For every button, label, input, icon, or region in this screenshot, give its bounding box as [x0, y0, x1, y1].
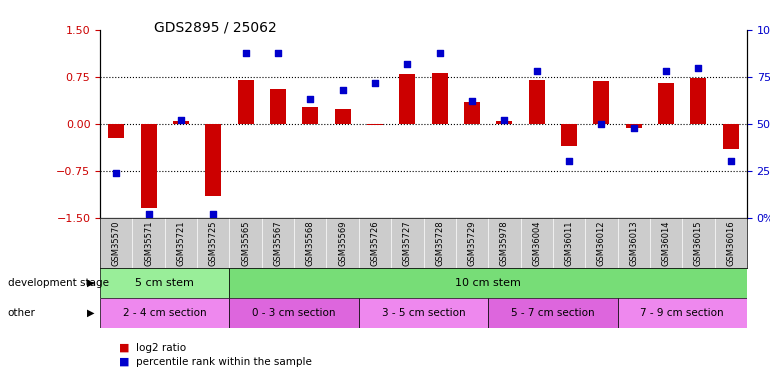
Text: GSM36004: GSM36004 — [532, 220, 541, 266]
Bar — [488, 298, 618, 328]
Point — [595, 121, 608, 127]
Bar — [270, 89, 286, 124]
Text: 7 - 9 cm section: 7 - 9 cm section — [641, 308, 724, 318]
Text: 2 - 4 cm section: 2 - 4 cm section — [123, 308, 206, 318]
Text: percentile rank within the sample: percentile rank within the sample — [136, 357, 312, 367]
Text: GSM35726: GSM35726 — [370, 220, 380, 266]
Bar — [229, 298, 359, 328]
Bar — [561, 124, 577, 146]
Bar — [399, 74, 416, 124]
Text: 0 - 3 cm section: 0 - 3 cm section — [253, 308, 336, 318]
Point — [369, 80, 381, 86]
Point — [466, 98, 478, 104]
Text: GSM35570: GSM35570 — [112, 220, 121, 266]
Bar — [593, 81, 609, 124]
Text: GSM35567: GSM35567 — [273, 220, 283, 266]
Text: GSM35978: GSM35978 — [500, 220, 509, 266]
Text: ■: ■ — [119, 357, 130, 367]
Text: log2 ratio: log2 ratio — [136, 343, 186, 353]
Point — [304, 96, 316, 102]
Text: GSM35721: GSM35721 — [176, 220, 186, 266]
Bar — [658, 83, 674, 124]
Bar — [367, 124, 383, 125]
Bar — [302, 107, 319, 124]
Bar — [237, 80, 254, 124]
Text: ▶: ▶ — [87, 308, 95, 318]
Bar — [229, 268, 747, 298]
Text: GSM35725: GSM35725 — [209, 220, 218, 266]
Point — [434, 50, 446, 55]
Bar — [690, 78, 706, 124]
Bar — [528, 80, 545, 124]
Text: GSM36012: GSM36012 — [597, 220, 606, 266]
Bar — [359, 298, 488, 328]
Point — [336, 87, 349, 93]
Bar — [431, 72, 447, 124]
Text: GSM36016: GSM36016 — [726, 220, 735, 266]
Text: GSM35568: GSM35568 — [306, 220, 315, 266]
Bar — [108, 124, 125, 138]
Text: other: other — [8, 308, 35, 318]
Point — [531, 68, 543, 74]
Bar — [100, 268, 229, 298]
Text: 5 cm stem: 5 cm stem — [136, 278, 194, 288]
Bar — [464, 102, 480, 124]
Bar — [140, 124, 157, 208]
Point — [401, 61, 413, 67]
Point — [692, 64, 705, 70]
Text: GSM35727: GSM35727 — [403, 220, 412, 266]
Point — [110, 170, 122, 176]
Text: GSM36013: GSM36013 — [629, 220, 638, 266]
Bar — [625, 124, 641, 128]
Point — [239, 50, 252, 55]
Text: 10 cm stem: 10 cm stem — [455, 278, 521, 288]
Bar — [722, 124, 738, 149]
Text: development stage: development stage — [8, 278, 109, 288]
Text: GSM35729: GSM35729 — [467, 220, 477, 266]
Point — [175, 117, 187, 123]
Text: 5 - 7 cm section: 5 - 7 cm section — [511, 308, 594, 318]
Text: GSM36015: GSM36015 — [694, 220, 703, 266]
Bar — [100, 298, 229, 328]
Point — [142, 211, 155, 217]
Bar — [496, 121, 513, 124]
Bar — [172, 121, 189, 124]
Point — [725, 158, 737, 164]
Bar — [334, 110, 351, 124]
Text: GSM36014: GSM36014 — [661, 220, 671, 266]
Text: GSM35571: GSM35571 — [144, 220, 153, 266]
Text: GSM35569: GSM35569 — [338, 220, 347, 266]
Point — [207, 211, 219, 217]
Point — [563, 158, 575, 164]
Point — [628, 124, 640, 130]
Bar — [205, 124, 222, 196]
Text: ▶: ▶ — [87, 278, 95, 288]
Text: GSM35565: GSM35565 — [241, 220, 250, 266]
Bar — [618, 298, 747, 328]
Text: GSM36011: GSM36011 — [564, 220, 574, 266]
Text: GDS2895 / 25062: GDS2895 / 25062 — [154, 21, 276, 34]
Text: 3 - 5 cm section: 3 - 5 cm section — [382, 308, 465, 318]
Text: ■: ■ — [119, 343, 130, 353]
Point — [660, 68, 672, 74]
Point — [272, 50, 284, 55]
Point — [498, 117, 511, 123]
Text: GSM35728: GSM35728 — [435, 220, 444, 266]
